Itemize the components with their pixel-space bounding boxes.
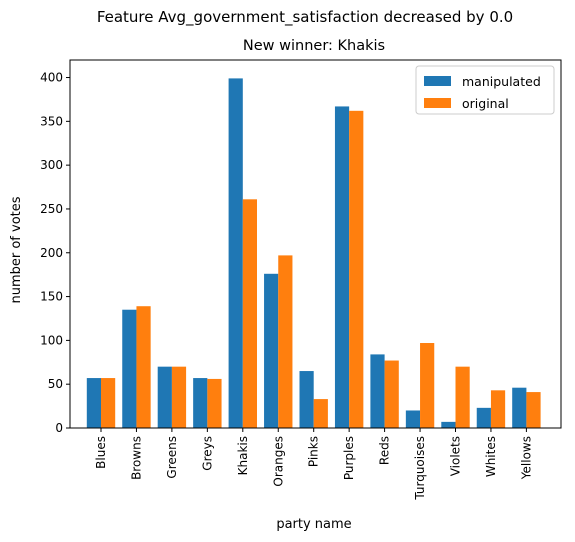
bar-manipulated-pinks: [300, 371, 314, 428]
bar-original-yellows: [526, 392, 540, 428]
bar-original-pinks: [314, 399, 328, 428]
bar-manipulated-yellows: [512, 388, 526, 428]
y-axis: 0 50 100 150 200 250 300 350 400: [40, 71, 70, 435]
legend-swatch-manipulated: [424, 76, 451, 86]
x-tick-label: Greens: [165, 436, 179, 479]
y-tick-label: 150: [40, 290, 63, 304]
bar-manipulated-greys: [193, 378, 207, 428]
bar-original-greys: [207, 379, 221, 428]
bar-original-khakis: [243, 199, 257, 428]
bar-manipulated-whites: [477, 408, 491, 428]
bar-manipulated-turquoises: [406, 410, 420, 428]
chart-title: New winner: Khakis: [243, 38, 385, 54]
bar-original-oranges: [278, 255, 292, 428]
x-tick-label: Blues: [94, 436, 108, 469]
x-axis: Blues Browns Greens Greys Khakis Oranges Pinks…: [94, 428, 533, 501]
bar-manipulated-purples: [335, 106, 349, 428]
x-tick-label: Violets: [449, 436, 463, 476]
bar-original-turquoises: [420, 343, 434, 428]
bar-original-whites: [491, 390, 505, 428]
y-tick-label: 200: [40, 246, 63, 260]
x-tick-label: Browns: [129, 436, 143, 480]
bar-original-greens: [172, 367, 186, 428]
legend-label-manipulated: manipulated: [462, 74, 541, 89]
x-tick-label: Oranges: [271, 436, 285, 487]
legend-swatch-original: [424, 98, 451, 108]
figure-suptitle: Feature Avg_government_satisfaction decr…: [97, 8, 513, 27]
x-tick-label: Whites: [484, 436, 498, 477]
bar-manipulated-browns: [122, 310, 136, 428]
y-tick-label: 400: [40, 71, 63, 85]
y-tick-label: 300: [40, 158, 63, 172]
y-tick-label: 100: [40, 333, 63, 347]
bar-original-reds: [385, 361, 399, 428]
y-tick-label: 350: [40, 114, 63, 128]
bar-manipulated-greens: [158, 367, 172, 428]
bar-manipulated-khakis: [229, 78, 243, 428]
bar-manipulated-blues: [87, 378, 101, 428]
x-tick-label: Khakis: [236, 436, 250, 475]
y-axis-label: number of votes: [9, 196, 24, 303]
x-tick-label: Reds: [378, 436, 392, 465]
x-tick-label: Pinks: [307, 436, 321, 467]
bar-manipulated-violets: [441, 422, 455, 428]
bar-original-violets: [456, 367, 470, 428]
bar-original-blues: [101, 378, 115, 428]
legend: manipulated original: [416, 66, 554, 114]
bar-manipulated-oranges: [264, 274, 278, 428]
bar-original-purples: [349, 111, 363, 428]
y-tick-label: 50: [48, 377, 63, 391]
x-tick-label: Purples: [342, 436, 356, 480]
x-axis-label: party name: [276, 517, 351, 532]
y-tick-label: 0: [55, 421, 63, 435]
x-tick-label: Yellows: [519, 436, 533, 480]
legend-label-original: original: [462, 96, 509, 111]
y-tick-label: 250: [40, 202, 63, 216]
x-tick-label: Turquoises: [413, 436, 427, 501]
bar-original-browns: [136, 306, 150, 428]
x-tick-label: Greys: [200, 436, 214, 471]
bar-manipulated-reds: [370, 354, 384, 428]
bars: [87, 78, 541, 428]
